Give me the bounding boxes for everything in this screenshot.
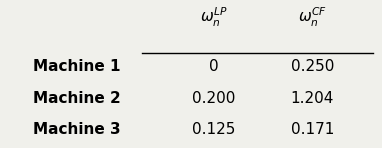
Text: 0.171: 0.171 <box>291 122 334 137</box>
Text: 0.200: 0.200 <box>192 91 235 106</box>
Text: 1.204: 1.204 <box>291 91 334 106</box>
Text: $\omega_n^{CF}$: $\omega_n^{CF}$ <box>298 6 327 29</box>
Text: 0.250: 0.250 <box>291 58 334 74</box>
Text: Machine 3: Machine 3 <box>33 122 121 137</box>
Text: 0: 0 <box>209 58 219 74</box>
Text: Machine 2: Machine 2 <box>33 91 121 106</box>
Text: Machine 1: Machine 1 <box>34 58 121 74</box>
Text: 0.125: 0.125 <box>192 122 235 137</box>
Text: $\omega_n^{LP}$: $\omega_n^{LP}$ <box>200 6 228 29</box>
